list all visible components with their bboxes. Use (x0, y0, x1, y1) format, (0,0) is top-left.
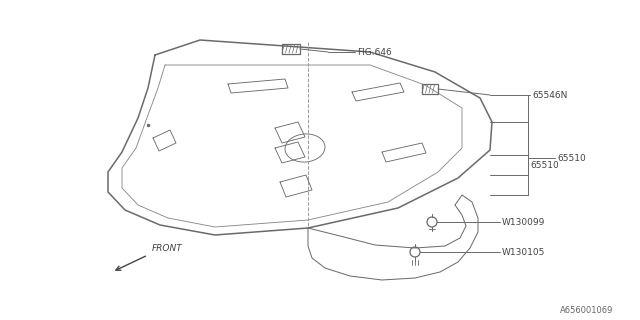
Text: 65510: 65510 (530, 161, 559, 170)
Text: 65510: 65510 (557, 154, 586, 163)
Text: FRONT: FRONT (152, 244, 183, 253)
Text: 65546N: 65546N (532, 91, 568, 100)
Text: A656001069: A656001069 (560, 306, 613, 315)
Text: W130099: W130099 (502, 218, 545, 227)
Text: FIG.646: FIG.646 (357, 47, 392, 57)
Text: W130105: W130105 (502, 247, 545, 257)
